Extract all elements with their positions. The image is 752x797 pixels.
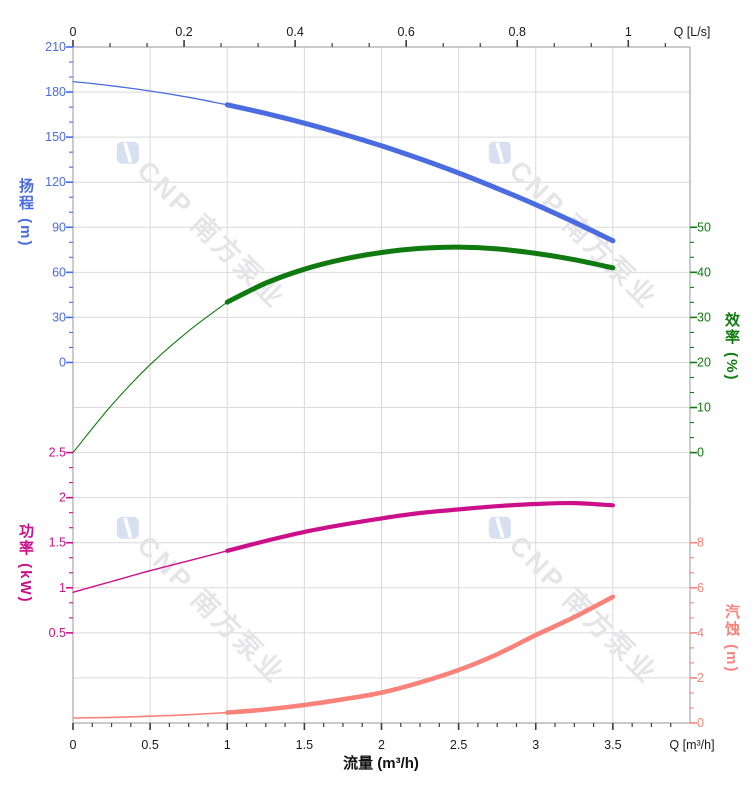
tick-label: 2.5 bbox=[450, 738, 467, 752]
tick-label: 0.4 bbox=[286, 25, 303, 39]
watermark: CNP 南方泵业 bbox=[116, 516, 292, 690]
npsh-curve bbox=[225, 594, 616, 715]
tick-label: 150 bbox=[45, 130, 66, 144]
tick-label: 120 bbox=[45, 175, 66, 189]
head-axis-ticks: 210 180 150 120 90 60 30 0 bbox=[45, 40, 73, 369]
x-axis-bottom: 0 0.5 1 1.5 2 2.5 3 3.5 Q [m³/h] bbox=[70, 723, 715, 752]
power-axis-ticks: 2.5 2 1.5 1 0.5 bbox=[49, 446, 73, 640]
tick-label: 0 bbox=[697, 716, 704, 730]
tick-label: Q [L/s] bbox=[674, 25, 711, 39]
head-curve-thin bbox=[72, 80, 228, 106]
efficiency-curve bbox=[224, 244, 616, 305]
npsh-curve-thin bbox=[72, 711, 229, 719]
tick-label: 1.5 bbox=[296, 738, 313, 752]
npsh-axis-ticks: 8 6 4 2 0 bbox=[690, 536, 704, 730]
watermark-text: CNP 南方泵业 bbox=[503, 154, 664, 315]
watermark-text: CNP 南方泵业 bbox=[131, 154, 292, 315]
tick-label: 1 bbox=[59, 581, 66, 595]
tick-label: 3.5 bbox=[604, 738, 621, 752]
tick-label: 2.5 bbox=[49, 446, 66, 460]
tick-label: 1.5 bbox=[49, 536, 66, 550]
tick-label: Q [m³/h] bbox=[669, 738, 714, 752]
npsh-axis-title: 汽蚀 (m) bbox=[723, 604, 740, 674]
efficiency-axis-title: 效率 (%) bbox=[723, 312, 740, 382]
power-axis-title: 功率 (kW) bbox=[17, 523, 34, 604]
head-axis-title: 扬程 (m) bbox=[17, 178, 34, 248]
tick-label: 2 bbox=[378, 738, 385, 752]
efficiency-curve-thin bbox=[72, 301, 228, 454]
tick-label: 90 bbox=[52, 220, 66, 234]
tick-label: 60 bbox=[52, 265, 66, 279]
tick-label: 210 bbox=[45, 40, 66, 54]
tick-label: 4 bbox=[697, 626, 704, 640]
tick-label: 2 bbox=[697, 671, 704, 685]
tick-label: 0 bbox=[70, 25, 77, 39]
tick-label: 0.6 bbox=[397, 25, 414, 39]
curves bbox=[72, 80, 616, 719]
tick-label: 40 bbox=[697, 265, 711, 279]
tick-label: 6 bbox=[697, 581, 704, 595]
tick-label: 3 bbox=[532, 738, 539, 752]
tick-label: 0.5 bbox=[49, 626, 66, 640]
tick-label: 1 bbox=[625, 25, 632, 39]
tick-label: 0 bbox=[59, 355, 66, 369]
tick-label: 20 bbox=[697, 355, 711, 369]
tick-label: 180 bbox=[45, 85, 66, 99]
watermark-text: CNP 南方泵业 bbox=[131, 529, 292, 690]
tick-label: 30 bbox=[52, 310, 66, 324]
flow-axis-title: 流量 (m³/h) bbox=[343, 755, 419, 772]
tick-label: 10 bbox=[697, 401, 711, 415]
tick-label: 0 bbox=[697, 446, 704, 460]
watermark: CNP 南方泵业 bbox=[488, 516, 664, 690]
tick-label: 8 bbox=[697, 536, 704, 550]
watermark-layer: CNP 南方泵业 CNP 南方泵业 CNP 南方泵业 CNP 南方泵业 bbox=[116, 141, 664, 690]
tick-label: 2 bbox=[59, 491, 66, 505]
tick-label: 30 bbox=[697, 310, 711, 324]
tick-label: 1 bbox=[224, 738, 231, 752]
head-curve bbox=[224, 102, 616, 244]
tick-label: 0 bbox=[70, 738, 77, 752]
watermark: CNP 南方泵业 bbox=[116, 141, 292, 315]
watermark-text: CNP 南方泵业 bbox=[503, 529, 664, 690]
power-curve bbox=[225, 500, 615, 553]
tick-label: 50 bbox=[697, 220, 711, 234]
power-curve-thin bbox=[72, 550, 228, 593]
tick-label: 0.5 bbox=[141, 738, 158, 752]
efficiency-axis-ticks: 50 40 30 20 10 0 bbox=[690, 220, 711, 460]
x-axis-top: 0 0.2 0.4 0.6 0.8 1 Q [L/s] bbox=[70, 25, 711, 47]
tick-label: 0.8 bbox=[509, 25, 526, 39]
tick-label: 0.2 bbox=[175, 25, 192, 39]
